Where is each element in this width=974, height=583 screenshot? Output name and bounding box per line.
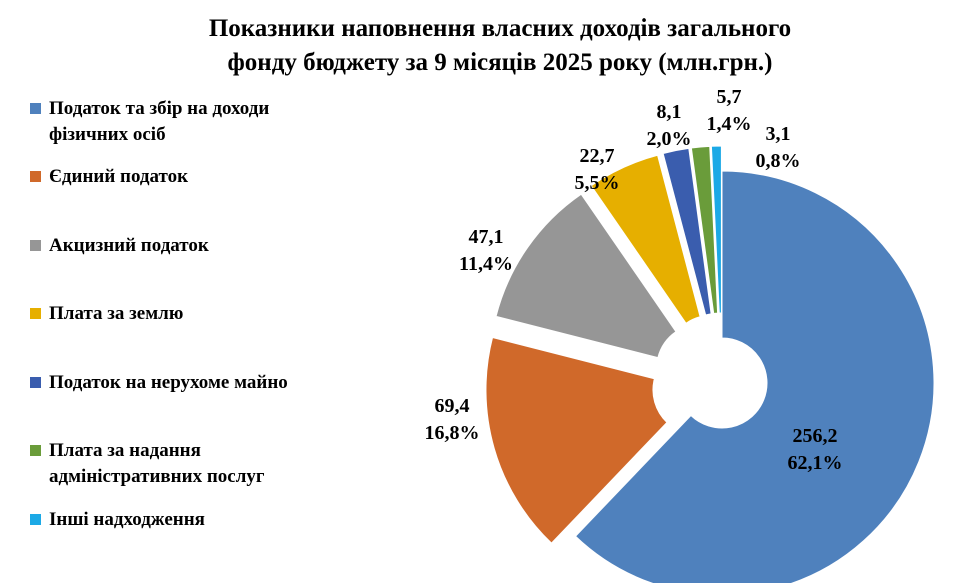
chart-title-line-2: фонду бюджету за 9 місяців 2025 року (мл…: [227, 49, 773, 76]
legend-label-5-line-0: Плата за надання: [49, 440, 201, 461]
legend-label-1: Єдиний податок: [49, 164, 359, 190]
legend-label-6: Інші надходження: [49, 507, 359, 533]
legend-label-6-line-0: Інші надходження: [49, 509, 205, 530]
slice-percent-label-5: 1,4%: [707, 113, 752, 135]
slice-percent-label-4: 2,0%: [647, 128, 692, 150]
chart-title-line-1: Показники наповнення власних доходів заг…: [208, 15, 792, 42]
slice-value-label-0: 256,2: [793, 425, 838, 447]
legend-label-4-line-0: Податок на нерухоме майно: [49, 372, 288, 393]
legend-label-4: Податок на нерухоме майно: [49, 370, 359, 396]
pie-slice-6: [710, 145, 722, 314]
slice-value-label-1: 69,4: [435, 395, 470, 417]
legend-label-2-line-0: Акцизний податок: [49, 235, 209, 256]
slice-percent-label-0: 62,1%: [788, 452, 843, 474]
legend-label-0-line-1: фізичних осіб: [49, 124, 166, 145]
pie-slice-2: [495, 193, 677, 359]
legend-label-5: Плата за надання адміністративних послуг: [49, 438, 359, 490]
slice-percent-label-6: 0,8%: [756, 150, 801, 172]
slice-percent-label-1: 16,8%: [425, 422, 480, 444]
slice-value-label-3: 22,7: [580, 145, 615, 167]
slice-value-label-5: 5,7: [717, 86, 742, 108]
legend-label-3-line-0: Плата за землю: [49, 303, 184, 324]
legend-swatch-6: [30, 514, 41, 525]
legend-label-2: Акцизний податок: [49, 233, 359, 259]
legend-label-3: Плата за землю: [49, 301, 359, 327]
legend-label-0-line-0: Податок та збір на доходи: [49, 98, 270, 119]
pie-slice-5: [690, 145, 719, 315]
slice-value-label-6: 3,1: [766, 123, 791, 145]
chart-title: Показники наповнення власних доходів заг…: [130, 12, 870, 80]
legend-label-1-line-0: Єдиний податок: [49, 166, 189, 187]
legend-swatch-0: [30, 103, 41, 114]
legend-swatch-4: [30, 377, 41, 388]
legend-label-5-line-1: адміністративних послуг: [49, 466, 265, 487]
slice-value-label-2: 47,1: [469, 226, 504, 248]
pie-slice-0: [574, 170, 935, 583]
legend-label-0: Податок та збір на доходи фізичних осіб: [49, 96, 359, 148]
legend-swatch-5: [30, 445, 41, 456]
slice-percent-label-2: 11,4%: [459, 253, 513, 275]
legend-swatch-2: [30, 240, 41, 251]
pie-slice-1: [485, 336, 668, 544]
legend-swatch-3: [30, 308, 41, 319]
pie-slice-3: [590, 154, 701, 324]
slice-percent-label-3: 5,5%: [575, 172, 620, 194]
legend-swatch-1: [30, 171, 41, 182]
slice-value-label-4: 8,1: [657, 101, 682, 123]
pie-slice-4: [662, 147, 712, 316]
